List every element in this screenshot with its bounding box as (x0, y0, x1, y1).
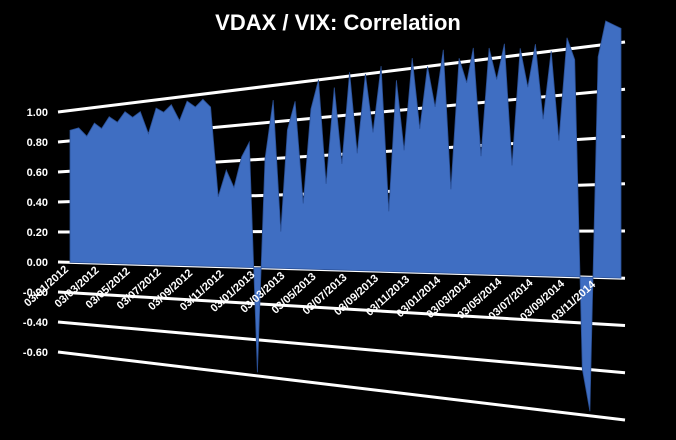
y-tick-label: -0.60 (23, 347, 48, 359)
y-axis-ticks: 1.00 0.80 0.60 0.40 0.20 0.00 -0.20 -0.40 -0.60 (23, 107, 48, 359)
gridline (57, 320, 626, 375)
gridline (57, 350, 626, 422)
y-tick-label: -0.40 (23, 317, 48, 329)
y-tick-label: 1.00 (27, 107, 48, 119)
correlation-area (69, 20, 622, 412)
y-tick-label: -0.20 (23, 287, 48, 299)
chart-title: VDAX / VIX: Correlation (215, 10, 461, 35)
y-tick-label: 0.00 (27, 257, 48, 269)
y-tick-label: 0.80 (27, 137, 48, 149)
y-tick-label: 0.60 (27, 167, 48, 179)
gridline (57, 40, 626, 114)
gridline (57, 290, 626, 327)
y-tick-label: 0.20 (27, 227, 48, 239)
y-tick-label: 0.40 (27, 197, 48, 209)
plot-area (69, 20, 622, 412)
